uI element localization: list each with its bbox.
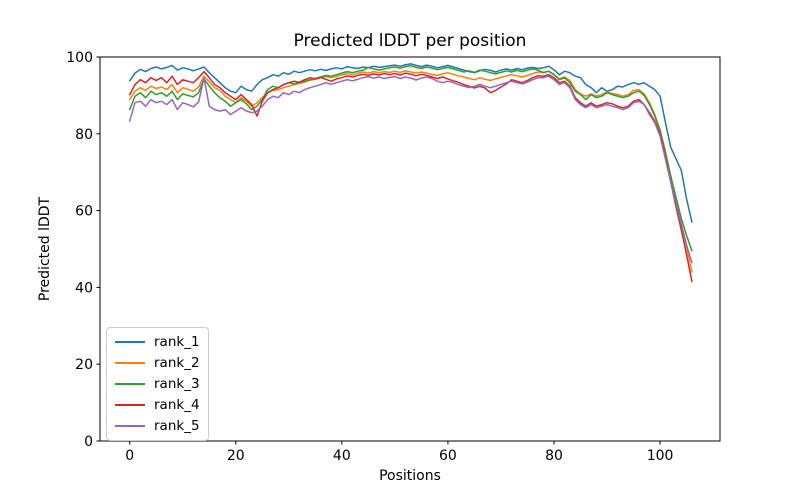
legend-item-rank_4: rank_4 bbox=[115, 397, 200, 413]
legend: rank_1 rank_2 rank_3 rank_4 rank_5 bbox=[106, 327, 209, 441]
series-rank_4 bbox=[128, 70, 693, 283]
y-tick-label: 80 bbox=[75, 127, 93, 143]
legend-label: rank_5 bbox=[154, 418, 200, 434]
y-tick-label: 20 bbox=[75, 357, 93, 373]
y-tick-label: 0 bbox=[84, 434, 93, 450]
legend-line-swatch bbox=[115, 341, 145, 343]
series-rank_2 bbox=[128, 70, 693, 273]
y-tick-label: 40 bbox=[75, 280, 93, 296]
x-axis-label: Positions bbox=[379, 468, 441, 484]
legend-label: rank_4 bbox=[154, 397, 200, 413]
legend-item-rank_3: rank_3 bbox=[115, 376, 200, 392]
y-tick-label: 100 bbox=[66, 50, 93, 66]
x-tick-label: 80 bbox=[545, 448, 563, 464]
legend-item-rank_1: rank_1 bbox=[115, 334, 200, 350]
legend-line-swatch bbox=[115, 362, 145, 364]
x-tick-label: 40 bbox=[333, 448, 351, 464]
y-axis-label: Predicted lDDT bbox=[37, 196, 53, 302]
legend-item-rank_2: rank_2 bbox=[115, 355, 200, 371]
series-rank_1 bbox=[128, 63, 693, 223]
y-tick-label: 60 bbox=[75, 204, 93, 220]
legend-label: rank_3 bbox=[154, 376, 200, 392]
chart-title: Predicted lDDT per position bbox=[293, 31, 527, 51]
x-tick-label: 60 bbox=[439, 448, 457, 464]
x-tick-label: 20 bbox=[227, 448, 245, 464]
legend-label: rank_2 bbox=[154, 355, 200, 371]
legend-line-swatch bbox=[115, 404, 145, 406]
axes-spines bbox=[99, 56, 721, 442]
legend-label: rank_1 bbox=[154, 334, 200, 350]
series-rank_3 bbox=[128, 65, 693, 252]
legend-item-rank_5: rank_5 bbox=[115, 418, 200, 434]
x-tick-label: 100 bbox=[647, 448, 674, 464]
x-tick-label: 0 bbox=[125, 448, 134, 464]
legend-line-swatch bbox=[115, 425, 145, 427]
legend-line-swatch bbox=[115, 383, 145, 385]
series-rank_5 bbox=[128, 75, 693, 264]
